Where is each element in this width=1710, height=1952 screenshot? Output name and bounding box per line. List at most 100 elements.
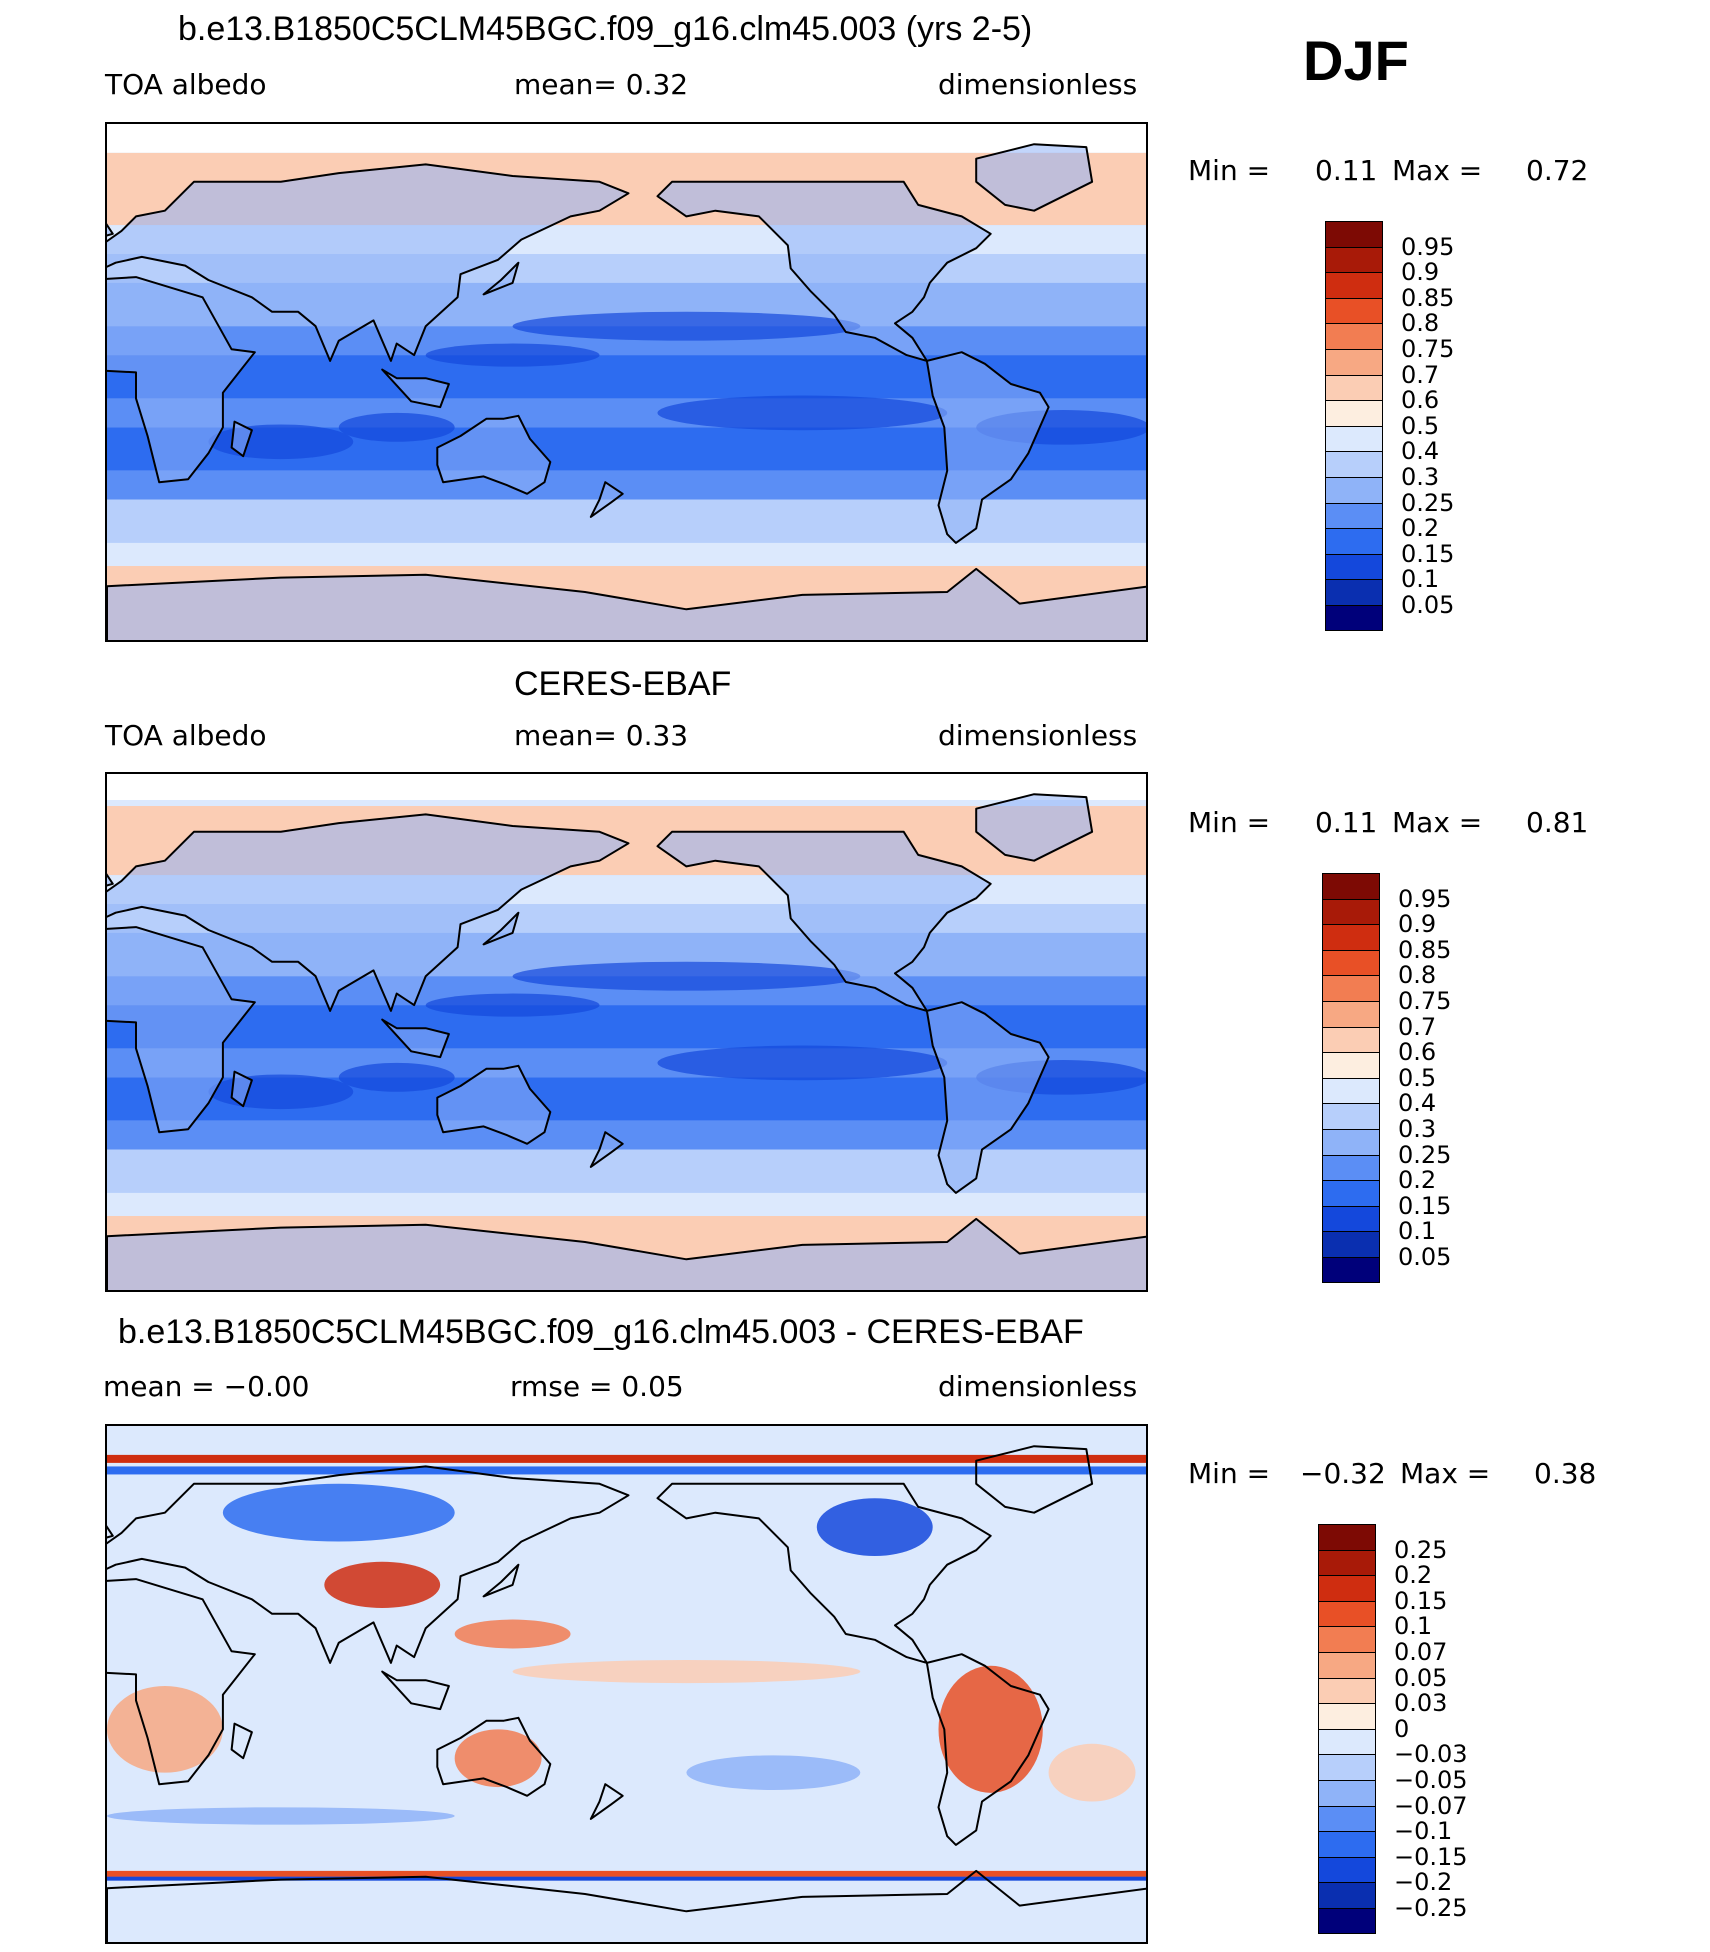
coastline: [107, 567, 1146, 640]
difference-region: [816, 1498, 933, 1556]
colorbar-tick-label: −0.1: [1394, 1817, 1453, 1846]
colorbar-swatch: [1319, 1704, 1375, 1730]
difference-region: [454, 1619, 571, 1649]
coastline: [436, 1716, 552, 1797]
colorbar-swatch: [1323, 899, 1379, 926]
panel-2-mean: mean= 0.33: [514, 719, 689, 752]
panel-1-mean: mean= 0.32: [514, 68, 689, 101]
coastline: [107, 1869, 1146, 1942]
albedo-band: [107, 1192, 1146, 1216]
colorbar-swatch: [1323, 1129, 1379, 1156]
colorbar-tick-label: −0.05: [1394, 1766, 1468, 1794]
colorbar-swatch: [1326, 375, 1382, 402]
coastline: [656, 830, 992, 1012]
panel-3-units: dimensionless: [938, 1370, 1138, 1403]
colorbar-tick-label: 0.75: [1398, 987, 1452, 1015]
colorbar-swatch: [1326, 580, 1382, 606]
colorbar-tick-label: 0.1: [1398, 1217, 1437, 1246]
coastline: [589, 1783, 624, 1820]
colorbar-swatch: [1319, 1857, 1375, 1884]
coastline: [925, 351, 1050, 544]
colorbar-swatch: [1323, 925, 1379, 951]
colorbar-tick-label: 0.05: [1401, 591, 1455, 619]
colorbar-tick-label: 0.95: [1401, 232, 1455, 261]
colorbar-tick-label: 0.7: [1398, 1012, 1437, 1041]
coastline: [656, 180, 992, 362]
colorbar-swatch: [1326, 247, 1382, 274]
difference-region: [222, 1483, 455, 1542]
colorbar-swatch: [1319, 1601, 1375, 1628]
coastline: [107, 873, 114, 887]
colorbar-tick-label: 0.5: [1401, 411, 1440, 440]
colorbar-swatch: [1326, 529, 1382, 555]
panel-3-max-value: 0.38: [1534, 1457, 1597, 1490]
low-albedo-region: [338, 1062, 455, 1092]
colorbar-swatch: [1326, 222, 1382, 248]
coastline: [589, 481, 624, 518]
albedo-band: [107, 1149, 1146, 1193]
antarctic-difference-band: [107, 1876, 1146, 1881]
colorbar-tick-label: 0.05: [1394, 1663, 1448, 1692]
colorbar-tick-label: 0.6: [1401, 386, 1440, 415]
colorbar-swatch: [1323, 1104, 1379, 1130]
colorbar-tick-label: 0.1: [1394, 1612, 1433, 1641]
colorbar-tick-label: 0.2: [1398, 1166, 1437, 1195]
panel-3-min-value: −0.32: [1300, 1457, 1386, 1490]
low-albedo-region: [657, 1045, 948, 1081]
colorbar-swatch: [1323, 1257, 1379, 1282]
colorbar-swatch: [1319, 1883, 1375, 1909]
colorbar-tick-label: 0.1: [1401, 565, 1440, 594]
colorbar-swatch: [1323, 976, 1379, 1002]
colorbar-swatch: [1323, 1078, 1379, 1105]
panel-2-min-label: Min =: [1188, 806, 1271, 839]
colorbar-swatch: [1319, 1832, 1375, 1858]
colorbar-tick-label: 0.4: [1401, 437, 1440, 466]
low-albedo-region: [425, 343, 600, 367]
colorbar-swatch: [1326, 298, 1382, 325]
coastline: [482, 1563, 520, 1598]
colorbar-swatch: [1323, 874, 1379, 900]
colorbar-tick-label: 0.8: [1401, 309, 1440, 338]
colorbar-tick-label: 0.07: [1394, 1638, 1448, 1666]
colorbar-tick-label: 0.2: [1401, 514, 1440, 543]
colorbar-swatch: [1323, 1155, 1379, 1182]
coastline: [589, 1131, 624, 1168]
polar-edge-band: [107, 800, 1146, 806]
coastline: [381, 368, 450, 409]
colorbar-tick-label: 0.2: [1394, 1561, 1433, 1590]
colorbar-swatch: [1319, 1755, 1375, 1781]
colorbar-swatch: [1326, 349, 1382, 376]
panel-2-variable: TOA albedo: [105, 719, 267, 752]
colorbar-swatch: [1319, 1627, 1375, 1653]
panel-3-rmse: rmse = 0.05: [510, 1370, 684, 1403]
colorbar-swatch: [1323, 1027, 1379, 1054]
coastline: [925, 1653, 1050, 1846]
colorbar-swatch: [1326, 273, 1382, 299]
colorbar-swatch: [1319, 1908, 1375, 1933]
colorbar-tick-label: 0.95: [1398, 884, 1452, 913]
low-albedo-region: [338, 412, 455, 442]
colorbar-swatch: [1319, 1576, 1375, 1602]
coastline: [482, 261, 520, 296]
colorbar-swatch: [1326, 503, 1382, 530]
colorbar-swatch: [1319, 1729, 1375, 1756]
coastline: [107, 1578, 256, 1786]
colorbar-tick-label: 0.85: [1398, 935, 1452, 964]
coastline: [107, 813, 630, 1012]
arctic-difference-band: [107, 1454, 1146, 1463]
colorbar-tick-label: 0.15: [1394, 1586, 1448, 1615]
coastline: [975, 1445, 1094, 1514]
colorbar-tick-label: 0.25: [1394, 1535, 1448, 1564]
colorbar-swatches: [1325, 221, 1383, 631]
colorbar-tick-label: −0.25: [1394, 1894, 1468, 1922]
colorbar-swatch: [1326, 605, 1382, 630]
low-albedo-region: [208, 1074, 354, 1110]
coastline: [107, 1217, 1146, 1290]
coastline: [436, 414, 552, 495]
colorbar-tick-label: −0.2: [1394, 1868, 1453, 1897]
low-albedo-region: [657, 395, 948, 431]
season-label: DJF: [1303, 29, 1409, 92]
difference-region: [324, 1561, 441, 1608]
coastline: [975, 143, 1094, 212]
colorbar-tick-label: 0.5: [1398, 1063, 1437, 1092]
